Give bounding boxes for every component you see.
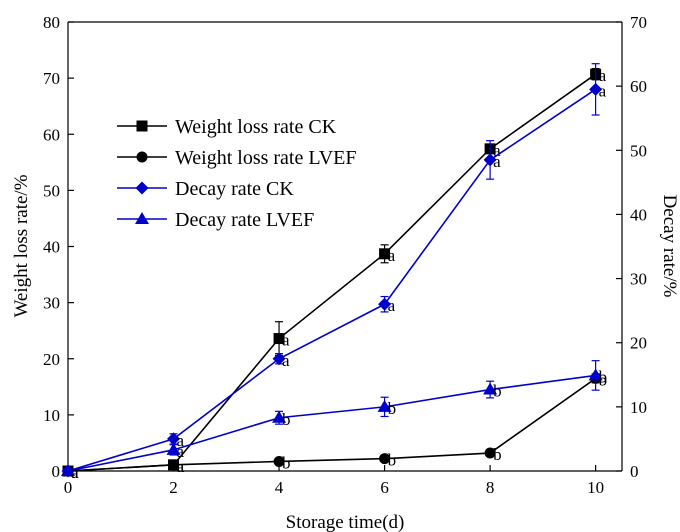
legend-label: Weight loss rate CK bbox=[175, 116, 337, 138]
significance-label: b bbox=[599, 367, 608, 386]
y-tick-label-left: 30 bbox=[43, 294, 60, 313]
y-tick-label-left: 40 bbox=[43, 238, 60, 257]
data-point bbox=[166, 442, 181, 455]
y-tick-label-right: 70 bbox=[630, 13, 647, 32]
significance-label: a bbox=[71, 463, 79, 482]
significance-label: a bbox=[282, 351, 290, 370]
y-tick-label-left: 50 bbox=[43, 181, 60, 200]
y-tick-label-left: 20 bbox=[43, 350, 60, 369]
legend: Weight loss rate CK Weight loss rate LVEF… bbox=[117, 116, 357, 231]
data-point bbox=[273, 455, 285, 467]
series-line bbox=[67, 377, 597, 472]
series-line bbox=[67, 88, 597, 472]
ticks bbox=[67, 21, 622, 472]
significance-label: a bbox=[71, 463, 79, 482]
significance-label: a bbox=[71, 463, 79, 482]
significance-label: b bbox=[599, 370, 608, 389]
legend-item: Decay rate LVEF bbox=[117, 209, 314, 231]
y-tick-label-right: 0 bbox=[630, 462, 639, 481]
legend-label: Decay rate LVEF bbox=[175, 209, 314, 231]
data-point bbox=[484, 447, 496, 459]
y-tick-label-left: 60 bbox=[43, 125, 60, 144]
x-tick-label: 2 bbox=[169, 478, 178, 497]
y-tick-label-right: 60 bbox=[630, 77, 647, 96]
significance-label: a bbox=[177, 457, 185, 476]
legend-marker bbox=[136, 151, 148, 163]
y-tick-label-left: 10 bbox=[43, 406, 60, 425]
data-point bbox=[483, 382, 498, 395]
y-tick-label-right: 30 bbox=[630, 270, 647, 289]
significance-label: a bbox=[599, 81, 607, 100]
significance-label: b bbox=[282, 453, 291, 472]
legend-marker bbox=[135, 212, 149, 224]
y-tick-label-right: 10 bbox=[630, 398, 647, 417]
legend-item: Weight loss rate LVEF bbox=[117, 147, 357, 169]
y-tick-label-right: 20 bbox=[630, 334, 647, 353]
x-tick-label: 0 bbox=[64, 478, 73, 497]
significance-label: a bbox=[493, 152, 501, 171]
data-point bbox=[273, 333, 285, 345]
significance-label: a bbox=[599, 66, 607, 85]
legend-item: Weight loss rate CK bbox=[117, 116, 337, 138]
significance-label: a bbox=[177, 442, 185, 461]
y-tick-label-right: 40 bbox=[630, 205, 647, 224]
legend-marker bbox=[135, 181, 149, 195]
x-tick-label: 8 bbox=[486, 478, 495, 497]
data-point bbox=[588, 368, 603, 381]
data-point bbox=[379, 248, 391, 260]
data-point bbox=[272, 352, 286, 366]
significance-label: a bbox=[282, 331, 290, 350]
significance-label: a bbox=[493, 141, 501, 160]
x-tick-label: 6 bbox=[380, 478, 389, 497]
legend-marker bbox=[136, 120, 148, 132]
data-point bbox=[167, 432, 181, 446]
significance-label: a bbox=[177, 457, 185, 476]
data-point bbox=[378, 297, 392, 311]
y-axis-title-right: Decay rate/% bbox=[659, 195, 680, 298]
data-point bbox=[61, 464, 75, 476]
significance-label: b bbox=[388, 451, 397, 470]
legend-item: Decay rate CK bbox=[117, 178, 294, 200]
data-point bbox=[589, 82, 603, 96]
y-tick-label-left: 0 bbox=[52, 462, 61, 481]
x-axis-title: Storage time(d) bbox=[286, 512, 405, 532]
significance-label: b bbox=[388, 399, 397, 418]
data-point bbox=[272, 410, 287, 423]
axes bbox=[67, 21, 623, 472]
series-line bbox=[67, 374, 596, 472]
significance-label: b bbox=[493, 382, 502, 401]
x-tick-label: 10 bbox=[587, 478, 604, 497]
legend-label: Decay rate CK bbox=[175, 178, 294, 200]
data-point bbox=[483, 153, 497, 167]
significance-label: a bbox=[388, 296, 396, 315]
data-point bbox=[379, 453, 391, 465]
y-axis-title-left: Weight loss rate/% bbox=[11, 174, 32, 317]
y-tick-label-left: 70 bbox=[43, 69, 60, 88]
x-tick-label: 4 bbox=[275, 478, 284, 497]
significance-label: b bbox=[493, 445, 502, 464]
y-tick-label-left: 80 bbox=[43, 13, 60, 32]
significance-label: a bbox=[71, 463, 79, 482]
data-point bbox=[168, 459, 180, 471]
legend-label: Weight loss rate LVEF bbox=[175, 147, 357, 169]
significance-label: a bbox=[388, 246, 396, 265]
y-tick-label-right: 50 bbox=[630, 141, 647, 160]
data-point bbox=[377, 399, 392, 412]
significance-label: b bbox=[282, 410, 291, 429]
series-weight-loss-rate-lvef: a a b b bb bbox=[62, 370, 608, 482]
significance-label: a bbox=[177, 431, 185, 450]
tick-labels: 0 2 4 6 8 10 0 10 20 30 40 50 60 70 80 0 10 20 30 40 50 60 70 bbox=[43, 13, 647, 497]
